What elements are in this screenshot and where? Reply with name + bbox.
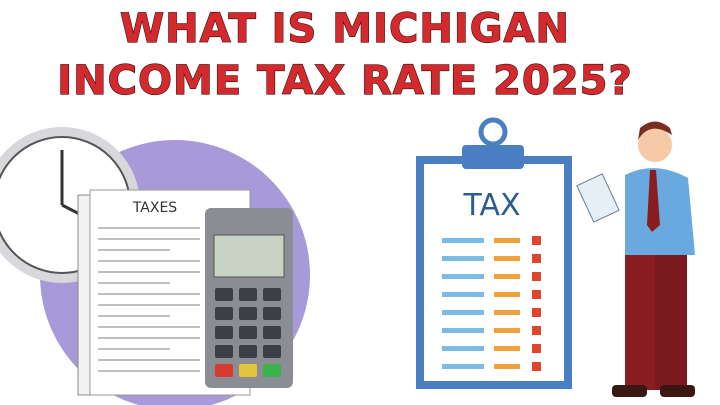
calculator-key	[263, 326, 281, 339]
row-box	[532, 272, 541, 281]
row-bar	[442, 364, 484, 369]
calculator-key	[239, 364, 257, 377]
calculator-key	[263, 307, 281, 320]
shoe	[612, 385, 647, 397]
row-bar	[494, 274, 520, 279]
calculator-keys	[215, 288, 281, 377]
row-bar	[494, 364, 520, 369]
row-bar	[442, 328, 484, 333]
row-box	[532, 344, 541, 353]
row-bar	[494, 346, 520, 351]
calculator-key	[239, 326, 257, 339]
row-box	[532, 308, 541, 317]
row-box	[532, 254, 541, 263]
calculator-key	[215, 307, 233, 320]
calculator-key	[263, 364, 281, 377]
calculator-screen	[213, 234, 285, 278]
row-box	[532, 326, 541, 335]
calculator-key	[215, 364, 233, 377]
row-box	[532, 362, 541, 371]
hair	[638, 121, 672, 140]
row-bar	[494, 238, 520, 243]
clipboard-label: TAX	[462, 188, 520, 223]
calculator-key	[263, 345, 281, 358]
row-bar	[442, 274, 484, 279]
leg	[625, 255, 655, 390]
row-bar	[442, 256, 484, 261]
calculator-key	[239, 288, 257, 301]
title-line: INCOME TAX RATE 2025?	[57, 58, 632, 104]
clip	[462, 145, 524, 169]
calculator-key	[239, 345, 257, 358]
calculator-key	[215, 288, 233, 301]
calculator-key	[215, 345, 233, 358]
shirt	[625, 168, 695, 255]
title-line: WHAT IS MICHIGAN	[120, 6, 570, 52]
shoe	[660, 385, 695, 397]
paper-lines	[98, 227, 200, 372]
row-box	[532, 290, 541, 299]
row-box	[532, 236, 541, 245]
head	[638, 128, 672, 162]
calculator-key	[215, 326, 233, 339]
row-bar	[442, 346, 484, 351]
leg	[655, 255, 687, 390]
clipboard-rows	[442, 236, 541, 371]
row-bar	[494, 310, 520, 315]
calculator-key	[263, 288, 281, 301]
paper-label: TAXES	[132, 200, 177, 216]
row-bar	[442, 292, 484, 297]
row-bar	[494, 328, 520, 333]
calculator-key	[239, 307, 257, 320]
clip-ring	[478, 117, 508, 147]
row-bar	[442, 310, 484, 315]
row-bar	[494, 292, 520, 297]
row-bar	[494, 256, 520, 261]
tie	[647, 170, 660, 232]
mini-clipboard	[576, 173, 620, 223]
row-bar	[442, 238, 484, 243]
